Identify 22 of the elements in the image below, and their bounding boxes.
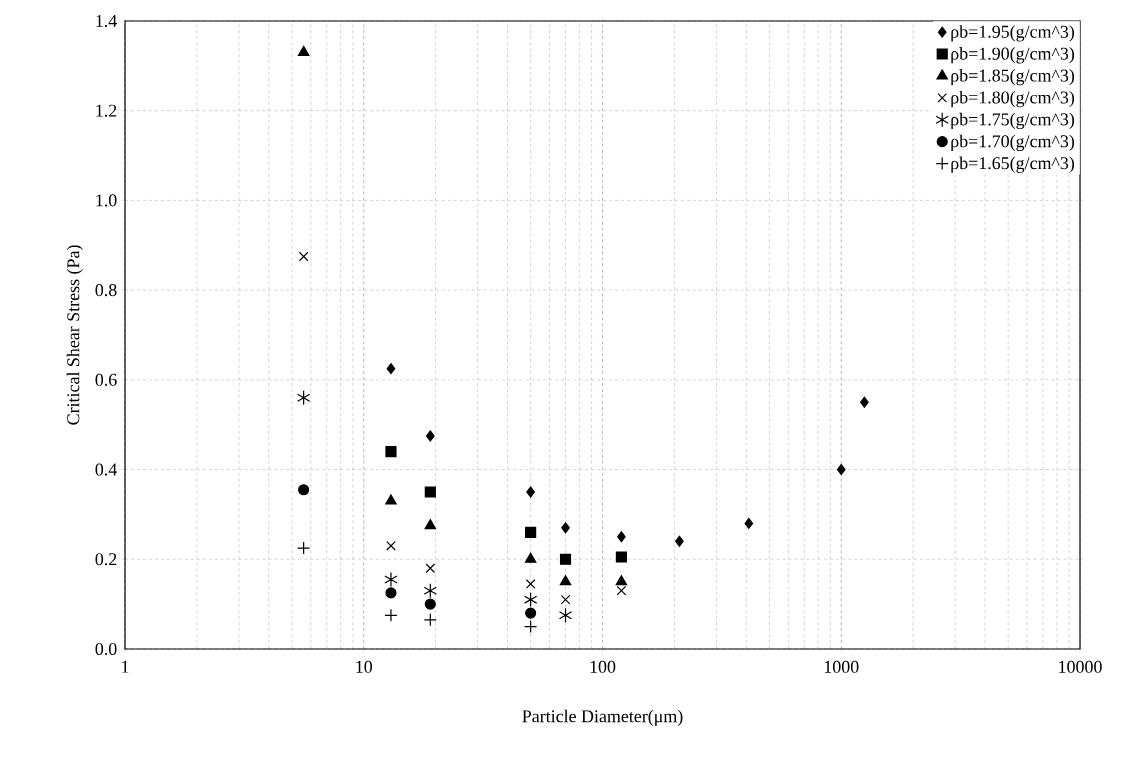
- y-tick-label: 0.0: [95, 642, 117, 656]
- legend-label: ρb=1.85(g/cm^3): [951, 68, 1075, 86]
- y-tick-label: 1.0: [96, 194, 117, 207]
- x-tick-label: 10000: [1059, 660, 1102, 673]
- legend-label: ρb=1.70(g/cm^3): [951, 134, 1075, 152]
- legend-label: ρb=1.95(g/cm^3): [951, 25, 1075, 42]
- x-axis-title: Particle Diameter(μm): [522, 709, 683, 726]
- legend-label: ρb=1.80(g/cm^3): [951, 90, 1075, 108]
- legend-label: ρb=1.65(g/cm^3): [951, 156, 1075, 173]
- y-tick-label: 1.2: [96, 104, 117, 117]
- legend-label: ρb=1.75(g/cm^3): [951, 112, 1075, 130]
- x-tick-label: 100: [590, 660, 616, 673]
- x-tick-label: 1: [122, 660, 129, 673]
- y-tick-label: 1.4: [96, 14, 117, 28]
- x-tick-label: 1000: [824, 660, 859, 673]
- y-tick-label: 0.8: [95, 284, 117, 297]
- x-tick-label: 10: [356, 660, 373, 673]
- y-tick-label: 0.2: [95, 553, 117, 566]
- legend-label: ρb=1.90(g/cm^3): [951, 47, 1075, 64]
- y-axis-title: Critical Shear Stress (Pa): [66, 245, 83, 425]
- y-tick-label: 0.6: [95, 373, 117, 386]
- y-tick-label: 0.4: [95, 463, 117, 476]
